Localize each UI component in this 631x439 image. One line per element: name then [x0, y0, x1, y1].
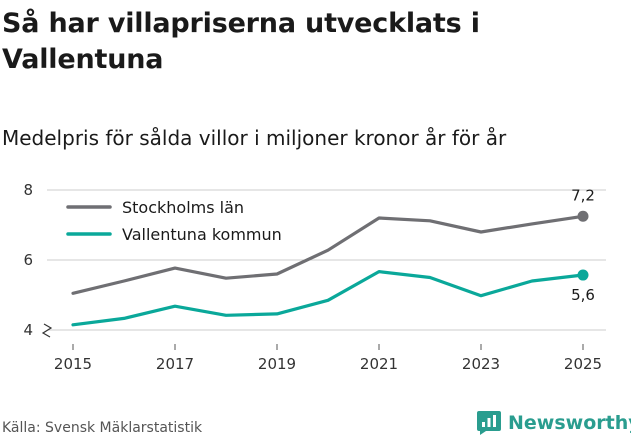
series-endpoint-2: [577, 269, 589, 281]
series-line-2: [71, 269, 585, 327]
series-layer: 7,2 5,6: [71, 186, 595, 327]
y-tick-label: 8: [23, 181, 33, 199]
x-tick-label: 2015: [54, 355, 92, 373]
x-tick-label: 2021: [360, 355, 398, 373]
x-tick-label: 2019: [258, 355, 296, 373]
brand-name: Newsworthy: [508, 412, 631, 434]
data-label-1: 7,2: [571, 186, 595, 204]
series-endpoint-1: [577, 210, 589, 222]
chart-title: Så har villapriserna utvecklats i Vallen…: [2, 8, 480, 75]
chart-subtitle: Medelpris för sålda villor i miljoner kr…: [2, 126, 507, 150]
brand-logo[interactable]: Newsworthy: [476, 410, 631, 436]
axis-layer: 4 6 8 2015 2017 2019 2021 2023 2025: [23, 181, 602, 373]
legend: Stockholms län Vallentuna kommun: [66, 198, 282, 244]
y-tick-label: 4: [23, 321, 33, 339]
newsworthy-icon: [477, 411, 501, 435]
grid-layer: [47, 189, 606, 331]
series-line-1: [71, 214, 585, 295]
data-label-2: 5,6: [571, 286, 595, 304]
legend-label-1: Stockholms län: [122, 198, 244, 217]
axis-break-icon: [41, 323, 53, 338]
source-note: Källa: Svensk Mäklarstatistik: [2, 420, 203, 436]
x-tick-label: 2017: [156, 355, 194, 373]
x-tick-label: 2025: [564, 355, 602, 373]
x-tick-label: 2023: [462, 355, 500, 373]
y-tick-label: 6: [23, 251, 33, 269]
line-chart: 7,2 5,6 Stockholms län Vallentuna kommun 4…: [23, 181, 606, 373]
legend-label-2: Vallentuna kommun: [122, 225, 282, 244]
